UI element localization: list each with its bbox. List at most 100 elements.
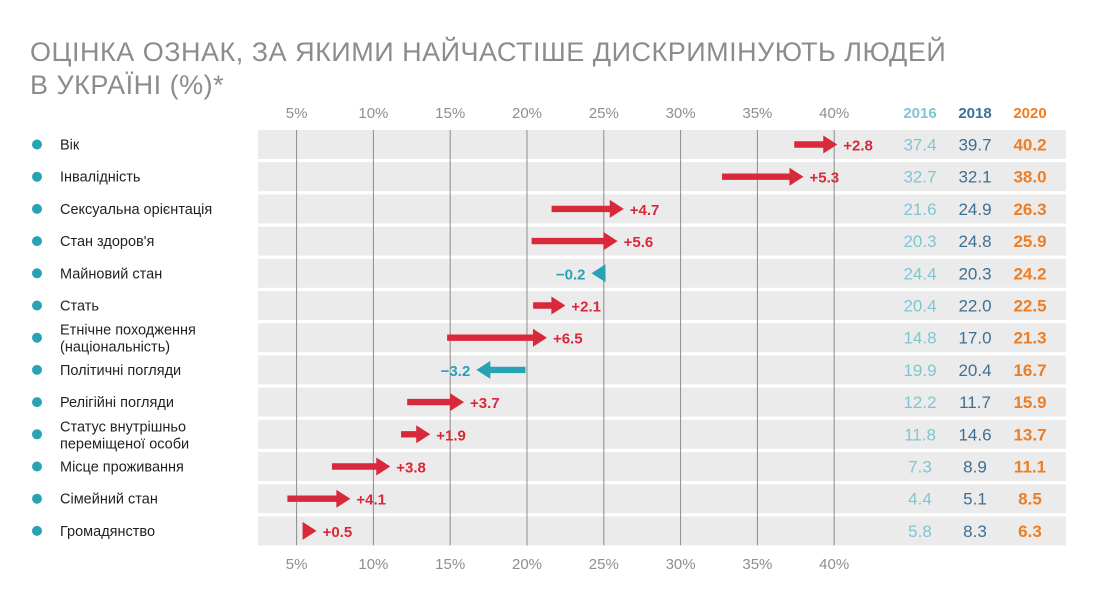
row-band — [258, 194, 1066, 224]
year-header-2016: 2016 — [903, 105, 936, 122]
row-band — [258, 162, 1066, 192]
change-arrow — [551, 199, 624, 218]
x-tick-label-top: 25% — [589, 105, 619, 122]
value-2018: 5.1 — [963, 490, 987, 509]
change-value: +3.8 — [396, 460, 426, 477]
row-bullet — [32, 268, 42, 279]
category-label: Майновий стан — [60, 266, 162, 282]
value-2018: 8.3 — [963, 522, 987, 541]
value-2020: 40.2 — [1013, 136, 1046, 155]
value-2018: 20.4 — [958, 361, 991, 380]
x-tick-label-bottom: 5% — [286, 556, 308, 573]
value-2016: 19.9 — [903, 361, 936, 380]
category-label: Релігійні погляди — [60, 395, 174, 411]
x-tick-label-bottom: 40% — [819, 556, 849, 573]
value-2018: 17.0 — [958, 329, 991, 348]
value-2016: 21.6 — [903, 200, 936, 219]
value-2018: 39.7 — [958, 136, 991, 155]
x-tick-label-top: 15% — [435, 105, 465, 122]
x-tick-label-bottom: 35% — [742, 556, 772, 573]
category-label: Місце проживання — [60, 460, 184, 476]
chart-title-line-2: В УКРАЇНІ (%)* — [30, 70, 225, 100]
change-value: −3.2 — [441, 363, 471, 380]
change-value: +5.3 — [809, 170, 839, 187]
category-label: Вік — [60, 138, 80, 154]
change-arrow — [407, 393, 465, 412]
value-2016: 24.4 — [903, 264, 936, 283]
category-label: Громадянство — [60, 524, 155, 540]
x-tick-label-bottom: 15% — [435, 556, 465, 573]
row-band — [258, 323, 1066, 353]
change-arrow — [401, 425, 431, 444]
change-arrow — [794, 135, 838, 154]
value-2020: 15.9 — [1013, 393, 1046, 412]
category-label: Сексуальна орієнтація — [60, 202, 212, 218]
value-2016: 14.8 — [903, 329, 936, 348]
value-2018: 8.9 — [963, 458, 987, 477]
x-tick-label-top: 5% — [286, 105, 308, 122]
x-tick-label-top: 35% — [742, 105, 772, 122]
value-2020: 16.7 — [1013, 361, 1046, 380]
change-value: +4.7 — [630, 202, 660, 219]
change-value: +1.9 — [436, 427, 466, 444]
row-bullet — [32, 493, 42, 504]
value-2020: 21.3 — [1013, 329, 1046, 348]
change-arrow — [533, 296, 566, 315]
row-bullet — [32, 397, 42, 408]
change-arrow — [447, 328, 547, 347]
value-2016: 32.7 — [903, 168, 936, 187]
change-arrow — [531, 232, 618, 251]
category-label: Стать — [60, 299, 99, 315]
change-arrow — [287, 489, 351, 508]
row-band — [258, 419, 1066, 449]
value-2016: 20.4 — [903, 297, 936, 316]
row-band — [258, 130, 1066, 159]
change-arrow — [331, 457, 391, 476]
year-header-2018: 2018 — [958, 105, 991, 122]
row-bullet — [32, 203, 42, 214]
value-2020: 22.5 — [1013, 297, 1046, 316]
category-label: Стан здоров'я — [60, 234, 154, 250]
value-2016: 7.3 — [908, 458, 932, 477]
category-label: Сімейний стан — [60, 492, 158, 508]
row-band — [258, 226, 1066, 256]
change-value: +5.6 — [624, 234, 654, 251]
row-band — [258, 516, 1066, 546]
row-bullet — [32, 429, 42, 440]
category-label: Статус внутрішньо — [60, 419, 186, 435]
year-header-2020: 2020 — [1013, 105, 1046, 122]
change-value: +6.5 — [553, 331, 583, 348]
change-arrow — [476, 360, 526, 379]
value-2020: 13.7 — [1013, 425, 1046, 444]
row-band — [258, 291, 1066, 320]
x-tick-label-bottom: 20% — [512, 556, 542, 573]
value-2018: 24.8 — [958, 232, 991, 251]
change-arrow — [591, 264, 606, 283]
category-label-line-2: переміщеної особи — [60, 436, 189, 452]
value-2020: 25.9 — [1013, 232, 1046, 251]
row-band — [258, 258, 1066, 288]
value-2018: 20.3 — [958, 264, 991, 283]
row-bullet — [32, 461, 42, 472]
row-bullet — [32, 139, 42, 150]
category-label: Інвалідність — [60, 170, 140, 186]
category-label: Політичні погляди — [60, 363, 181, 379]
value-2016: 5.8 — [908, 522, 932, 541]
x-tick-label-bottom: 25% — [589, 556, 619, 573]
row-band — [258, 452, 1066, 481]
x-tick-label-top: 10% — [358, 105, 388, 122]
x-tick-label-bottom: 30% — [666, 556, 696, 573]
row-band — [258, 484, 1066, 514]
x-tick-label-top: 40% — [819, 105, 849, 122]
value-2018: 14.6 — [958, 425, 991, 444]
value-2020: 6.3 — [1018, 522, 1042, 541]
value-2016: 12.2 — [903, 393, 936, 412]
value-2018: 32.1 — [958, 168, 991, 187]
x-tick-label-top: 20% — [512, 105, 542, 122]
value-2020: 24.2 — [1013, 264, 1046, 283]
change-value: +4.1 — [356, 492, 386, 509]
chart-title: ОЦІНКА ОЗНАК, ЗА ЯКИМИ НАЙЧАСТІШЕ ДИСКРИ… — [30, 36, 946, 102]
category-label: Етнічне походження — [60, 323, 196, 339]
value-2016: 20.3 — [903, 232, 936, 251]
